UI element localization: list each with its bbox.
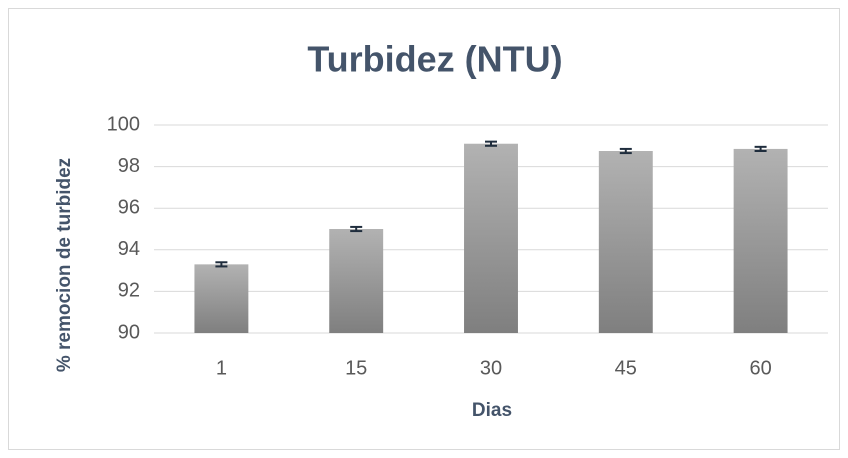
- chart-title: Turbidez (NTU): [307, 39, 562, 80]
- bar: [329, 229, 384, 333]
- y-tick-label: 90: [118, 321, 140, 343]
- bar: [194, 264, 249, 333]
- error-bar: [350, 225, 363, 233]
- error-bar: [485, 140, 497, 147]
- bar: [733, 148, 788, 333]
- y-tick-label: 96: [118, 196, 140, 218]
- y-tick-label: 92: [118, 280, 140, 302]
- bar: [598, 151, 653, 333]
- bar: [464, 143, 518, 333]
- x-tick-label: 60: [749, 357, 771, 379]
- y-tick-label: 98: [118, 155, 140, 177]
- x-tick-label: 15: [345, 357, 367, 379]
- x-tick-label: 30: [480, 357, 502, 379]
- chart-border: [8, 8, 840, 450]
- y-axis-label: % remocion de turbidez: [54, 158, 75, 372]
- y-tick-label: 94: [118, 238, 140, 260]
- x-tick-label: 45: [615, 357, 637, 379]
- x-tick-label: 1: [216, 357, 227, 379]
- x-axis-label: Dias: [472, 400, 512, 421]
- error-bar: [619, 147, 632, 155]
- y-tick-label: 100: [107, 113, 140, 135]
- error-bar: [754, 145, 767, 152]
- error-bar: [215, 261, 228, 268]
